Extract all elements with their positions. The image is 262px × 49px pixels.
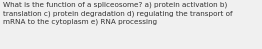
- Text: What is the function of a spliceosome? a) protein activation b)
translation c) p: What is the function of a spliceosome? a…: [3, 2, 233, 25]
